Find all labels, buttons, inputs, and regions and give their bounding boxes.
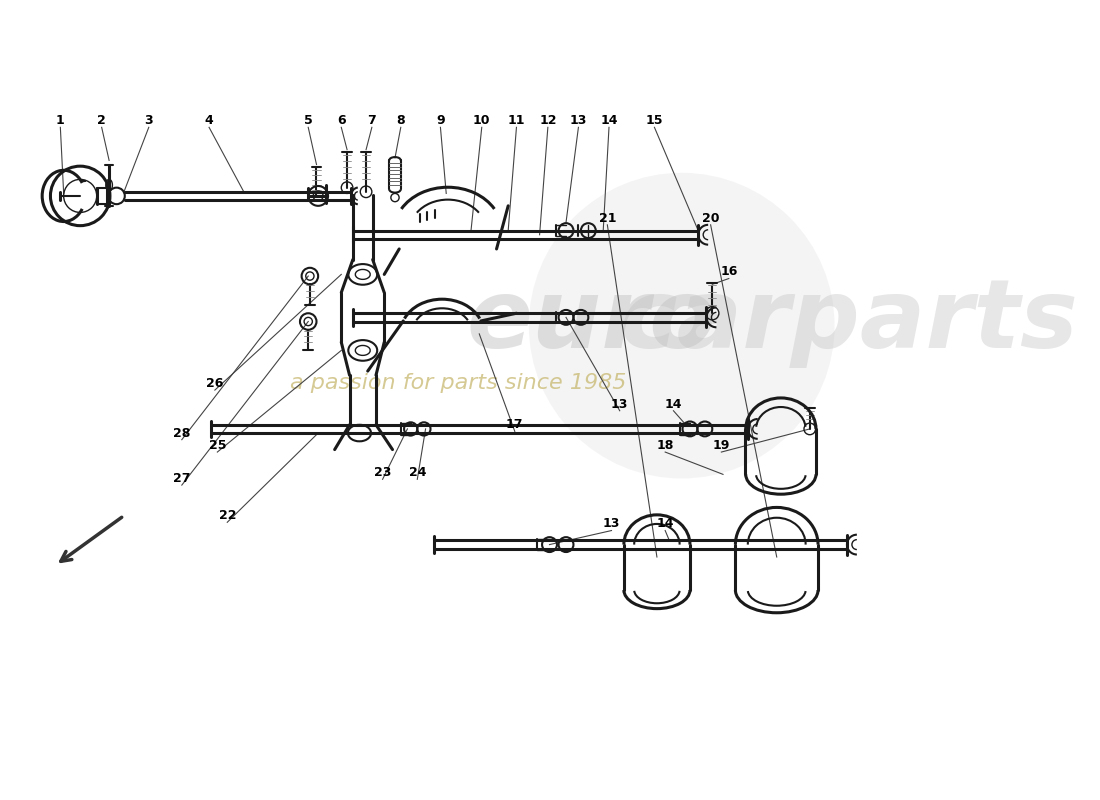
Text: 7: 7: [367, 114, 376, 127]
Text: 24: 24: [408, 466, 426, 479]
Text: 15: 15: [646, 114, 663, 127]
Text: 8: 8: [396, 114, 405, 127]
Text: 22: 22: [219, 509, 236, 522]
Text: 9: 9: [436, 114, 444, 127]
Text: 2: 2: [97, 114, 106, 127]
Text: 26: 26: [206, 377, 223, 390]
Text: 17: 17: [506, 418, 524, 431]
Text: 10: 10: [473, 114, 491, 127]
Text: 5: 5: [304, 114, 312, 127]
Text: a passion for parts since 1985: a passion for parts since 1985: [290, 374, 627, 394]
Text: 21: 21: [598, 212, 616, 225]
Text: 25: 25: [209, 439, 227, 452]
Text: 13: 13: [603, 518, 620, 530]
Text: 27: 27: [173, 472, 190, 485]
Text: euro: euro: [466, 275, 717, 368]
Text: 14: 14: [664, 398, 682, 410]
Text: 18: 18: [657, 439, 674, 452]
Text: carparts: carparts: [619, 275, 1079, 368]
Text: 23: 23: [374, 466, 392, 479]
Text: 28: 28: [173, 426, 190, 439]
Text: 13: 13: [570, 114, 587, 127]
Text: 6: 6: [337, 114, 345, 127]
Text: 3: 3: [144, 114, 153, 127]
Circle shape: [529, 173, 835, 478]
Text: 11: 11: [508, 114, 525, 127]
Text: 20: 20: [702, 212, 719, 225]
Text: 12: 12: [539, 114, 557, 127]
Text: 14: 14: [601, 114, 618, 127]
Text: 4: 4: [205, 114, 213, 127]
Text: 1: 1: [56, 114, 65, 127]
Text: 19: 19: [713, 439, 730, 452]
Text: 14: 14: [657, 518, 674, 530]
Text: 13: 13: [610, 398, 628, 410]
Text: 16: 16: [720, 266, 737, 278]
